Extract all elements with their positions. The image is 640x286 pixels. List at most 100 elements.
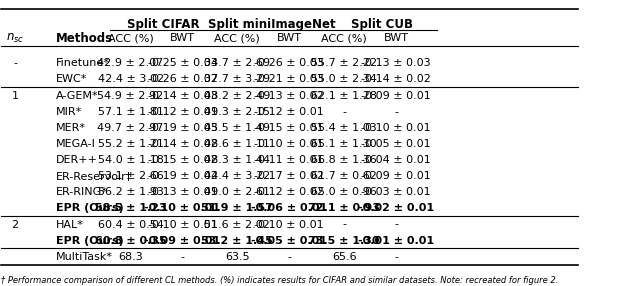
Text: -0.06 ± 0.01: -0.06 ± 0.01 — [251, 203, 328, 213]
Text: 49.7 ± 2.97: 49.7 ± 2.97 — [97, 123, 164, 133]
Text: HAL*: HAL* — [56, 220, 83, 230]
Text: 58.5 ± 1.23: 58.5 ± 1.23 — [95, 203, 166, 213]
Text: -0.02 ± 0.01: -0.02 ± 0.01 — [358, 203, 434, 213]
Text: Finetune*: Finetune* — [56, 58, 109, 68]
Text: MEGA-I: MEGA-I — [56, 139, 95, 149]
Text: BWT: BWT — [383, 33, 408, 43]
Text: 55.7 ± 2.22: 55.7 ± 2.22 — [311, 58, 377, 68]
Text: -0.05 ± 0.01: -0.05 ± 0.01 — [252, 236, 327, 246]
Text: 42.4 ± 3.02: 42.4 ± 3.02 — [97, 74, 164, 84]
Text: -0.10 ± 0.01: -0.10 ± 0.01 — [148, 220, 218, 230]
Text: 55.4 ± 1.03: 55.4 ± 1.03 — [311, 123, 377, 133]
Text: ACC (%): ACC (%) — [321, 33, 367, 43]
Text: 68.3: 68.3 — [118, 252, 143, 262]
Text: -0.15 ± 0.02: -0.15 ± 0.02 — [148, 155, 218, 165]
Text: 66.8 ± 1.36: 66.8 ± 1.36 — [311, 155, 377, 165]
Text: EPR (Ours): EPR (Ours) — [56, 203, 124, 213]
Text: -0.19 ± 0.03: -0.19 ± 0.03 — [148, 123, 218, 133]
Text: -0.05 ± 0.01: -0.05 ± 0.01 — [362, 139, 431, 149]
Text: MultiTask*: MultiTask* — [56, 252, 113, 262]
Text: 45.5 ± 1.49: 45.5 ± 1.49 — [204, 123, 270, 133]
Text: -0.25 ± 0.03: -0.25 ± 0.03 — [148, 58, 218, 68]
Text: 55.2 ± 1.21: 55.2 ± 1.21 — [98, 139, 163, 149]
Text: 53.1 ± 2.66: 53.1 ± 2.66 — [98, 171, 163, 181]
Text: 1: 1 — [12, 90, 19, 100]
Text: 2: 2 — [12, 220, 19, 230]
Text: -0.11 ± 0.01: -0.11 ± 0.01 — [255, 155, 324, 165]
Text: EPR (Ours): EPR (Ours) — [56, 236, 124, 246]
Text: DER++: DER++ — [56, 155, 97, 165]
Text: -0.10 ± 0.01: -0.10 ± 0.01 — [145, 203, 221, 213]
Text: -: - — [180, 252, 184, 262]
Text: -0.09 ± 0.01: -0.09 ± 0.01 — [145, 236, 221, 246]
Text: 72.1 ± 0.93: 72.1 ± 0.93 — [308, 203, 380, 213]
Text: 65.0 ± 0.96: 65.0 ± 0.96 — [311, 187, 377, 197]
Text: 51.6 ± 2.02: 51.6 ± 2.02 — [204, 220, 270, 230]
Text: -0.10 ± 0.01: -0.10 ± 0.01 — [255, 139, 324, 149]
Text: -0.14 ± 0.02: -0.14 ± 0.02 — [148, 139, 218, 149]
Text: -: - — [342, 107, 346, 117]
Text: 48.3 ± 1.44: 48.3 ± 1.44 — [204, 155, 271, 165]
Text: MER*: MER* — [56, 123, 86, 133]
Text: -: - — [13, 58, 17, 68]
Text: A-GEM*: A-GEM* — [56, 90, 98, 100]
Text: -0.15 ± 0.01: -0.15 ± 0.01 — [255, 123, 324, 133]
Text: -0.13 ± 0.02: -0.13 ± 0.02 — [255, 90, 324, 100]
Text: -0.12 ± 0.01: -0.12 ± 0.01 — [148, 107, 218, 117]
Text: -0.26 ± 0.03: -0.26 ± 0.03 — [255, 58, 324, 68]
Text: -0.13 ± 0.03: -0.13 ± 0.03 — [362, 58, 431, 68]
Text: ACC (%): ACC (%) — [108, 33, 154, 43]
Text: MIR*: MIR* — [56, 107, 82, 117]
Text: 57.1 ± 1.81: 57.1 ± 1.81 — [98, 107, 163, 117]
Text: Split miniImageNet: Split miniImageNet — [208, 18, 336, 31]
Text: -: - — [394, 252, 398, 262]
Text: 61.7 ± 0.62: 61.7 ± 0.62 — [311, 171, 377, 181]
Text: 44.4 ± 3.22: 44.4 ± 3.22 — [204, 171, 271, 181]
Text: -0.26 ± 0.02: -0.26 ± 0.02 — [148, 74, 218, 84]
Text: -0.17 ± 0.02: -0.17 ± 0.02 — [254, 171, 324, 181]
Text: 63.5: 63.5 — [225, 252, 250, 262]
Text: -0.09 ± 0.01: -0.09 ± 0.01 — [361, 90, 431, 100]
Text: 49.0 ± 2.61: 49.0 ± 2.61 — [204, 187, 270, 197]
Text: 55.0 ± 2.34: 55.0 ± 2.34 — [311, 74, 377, 84]
Text: -: - — [342, 220, 346, 230]
Text: BWT: BWT — [170, 33, 195, 43]
Text: -0.14 ± 0.02: -0.14 ± 0.02 — [361, 74, 431, 84]
Text: -0.03 ± 0.01: -0.03 ± 0.01 — [362, 187, 431, 197]
Text: 53.2 ± 1.45: 53.2 ± 1.45 — [202, 236, 273, 246]
Text: 65.6: 65.6 — [332, 252, 356, 262]
Text: 73.5 ± 1.30: 73.5 ± 1.30 — [308, 236, 380, 246]
Text: Split CUB: Split CUB — [351, 18, 413, 31]
Text: $n_{sc}$: $n_{sc}$ — [6, 32, 24, 45]
Text: -0.19 ± 0.02: -0.19 ± 0.02 — [148, 171, 218, 181]
Text: 42.9 ± 2.07: 42.9 ± 2.07 — [97, 58, 164, 68]
Text: -0.13 ± 0.01: -0.13 ± 0.01 — [148, 187, 218, 197]
Text: 48.2 ± 2.49: 48.2 ± 2.49 — [204, 90, 271, 100]
Text: 60.8 ± 0.35: 60.8 ± 0.35 — [95, 236, 166, 246]
Text: 34.7 ± 2.69: 34.7 ± 2.69 — [204, 58, 271, 68]
Text: 54.9 ± 2.92: 54.9 ± 2.92 — [97, 90, 164, 100]
Text: -0.12 ± 0.01: -0.12 ± 0.01 — [255, 107, 324, 117]
Text: -0.10 ± 0.01: -0.10 ± 0.01 — [255, 220, 324, 230]
Text: -: - — [394, 107, 398, 117]
Text: ACC (%): ACC (%) — [214, 33, 260, 43]
Text: ER-Reservoir†: ER-Reservoir† — [56, 171, 132, 181]
Text: -0.12 ± 0.02: -0.12 ± 0.02 — [254, 187, 324, 197]
Text: EWC*: EWC* — [56, 74, 87, 84]
Text: † Performance comparison of different CL methods. (%) indicates results for CIFA: † Performance comparison of different CL… — [1, 276, 558, 285]
Text: 56.2 ± 1.93: 56.2 ± 1.93 — [98, 187, 163, 197]
Text: 62.1 ± 1.28: 62.1 ± 1.28 — [311, 90, 377, 100]
Text: -0.01 ± 0.01: -0.01 ± 0.01 — [358, 236, 434, 246]
Text: 54.0 ± 1.18: 54.0 ± 1.18 — [98, 155, 163, 165]
Text: ER-RING*: ER-RING* — [56, 187, 108, 197]
Text: -: - — [394, 220, 398, 230]
Text: -0.10 ± 0.01: -0.10 ± 0.01 — [362, 123, 431, 133]
Text: Split CIFAR: Split CIFAR — [127, 18, 200, 31]
Text: 51.9 ± 1.57: 51.9 ± 1.57 — [202, 203, 273, 213]
Text: -0.21 ± 0.03: -0.21 ± 0.03 — [255, 74, 324, 84]
Text: 37.7 ± 3.29: 37.7 ± 3.29 — [204, 74, 271, 84]
Text: 60.4 ± 0.54: 60.4 ± 0.54 — [98, 220, 163, 230]
Text: Methods: Methods — [56, 32, 113, 45]
Text: -0.04 ± 0.01: -0.04 ± 0.01 — [361, 155, 431, 165]
Text: -: - — [287, 252, 291, 262]
